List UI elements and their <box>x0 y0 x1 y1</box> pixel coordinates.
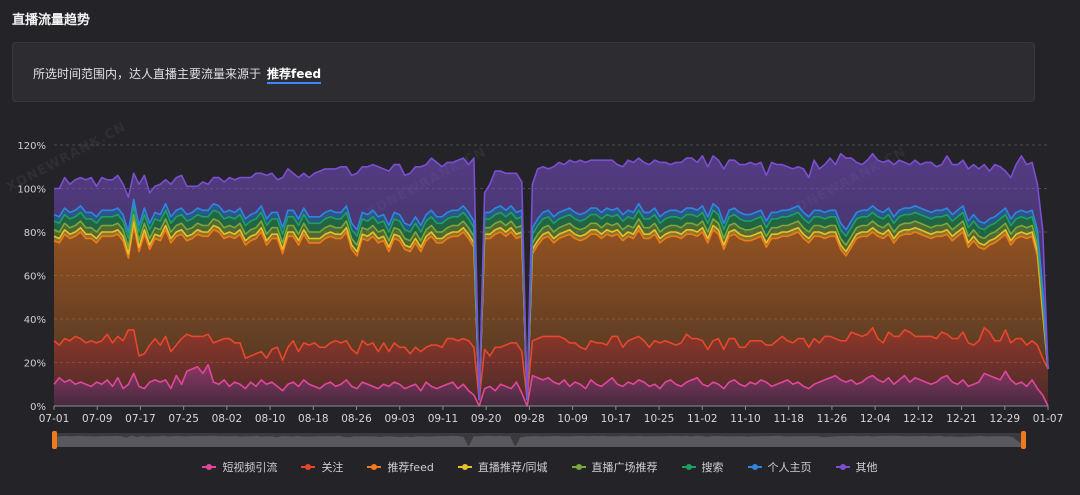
summary-label: 所选时间范围内，达人直播主要流量来源于 <box>33 67 262 81</box>
x-tick-label: 09-28 <box>514 413 545 425</box>
series-lines <box>53 152 1049 407</box>
x-tick-label: 07-09 <box>82 413 113 425</box>
y-tick-label: 0% <box>30 402 46 413</box>
x-tick-label: 09-20 <box>471 413 502 425</box>
x-tick-label: 07-01 <box>39 413 70 425</box>
zoom-slider[interactable] <box>52 431 1026 449</box>
x-tick-label: 09-03 <box>384 413 415 425</box>
legend-label: 直播推荐/同城 <box>477 461 548 474</box>
legend-label: 搜索 <box>701 461 724 474</box>
y-tick-label: 80% <box>24 228 46 239</box>
legend-item[interactable]: 短视频引流 <box>202 458 277 476</box>
traffic-trend-chart: 0%20%40%60%80%100%120% 07-01 07-09 07-17 07… <box>17 141 1064 449</box>
series-areas <box>54 153 1048 406</box>
x-tick-label: 10-17 <box>601 413 632 425</box>
x-tick-label: 07-17 <box>125 413 156 425</box>
legend-swatch <box>457 464 472 470</box>
x-tick-label: 11-18 <box>773 413 804 425</box>
x-tick-label: 12-21 <box>946 413 977 425</box>
series-area-2 <box>54 225 1048 400</box>
y-tick-label: 120% <box>17 141 46 152</box>
legend-label: 个人主页 <box>767 461 812 474</box>
legend-swatch <box>202 464 217 470</box>
series-area-7 <box>54 153 1048 400</box>
series-line-0 <box>53 363 1049 407</box>
y-tick-label: 40% <box>24 315 46 326</box>
legend-swatch <box>367 464 382 470</box>
legend-swatch <box>571 464 586 470</box>
y-tick-label: 100% <box>17 185 46 196</box>
x-tick-label: 12-29 <box>990 413 1021 425</box>
legend: 短视频引流 关注 推荐feed 直播推荐/同城 直播广场推荐 搜索 个人主页 其他 <box>0 458 1080 476</box>
x-tick-label: 10-25 <box>644 413 675 425</box>
x-tick-label: 12-04 <box>860 413 891 425</box>
y-tick-label: 20% <box>24 359 46 370</box>
zoom-preview <box>54 435 1023 447</box>
series-line-1 <box>53 326 1049 401</box>
legend-label: 关注 <box>321 461 344 474</box>
x-tick-label: 08-02 <box>212 413 243 425</box>
series-line-5 <box>53 205 1049 401</box>
x-tick-label: 01-07 <box>1033 413 1064 425</box>
zoom-handle-left[interactable] <box>52 431 57 449</box>
legend-item[interactable]: 推荐feed <box>367 458 434 476</box>
section-title: 直播流量趋势 <box>12 13 91 28</box>
legend-label: 推荐feed <box>387 461 434 474</box>
series-area-4 <box>54 214 1048 400</box>
series-line-7 <box>54 152 1049 401</box>
series-line-4 <box>53 213 1049 401</box>
summary-panel: 所选时间范围内，达人直播主要流量来源于 推荐feed <box>12 42 1035 102</box>
legend-swatch <box>301 464 316 470</box>
legend-item[interactable]: 个人主页 <box>747 458 812 476</box>
series-area-0 <box>54 364 1048 406</box>
x-tick-label: 07-25 <box>168 413 199 425</box>
legend-swatch <box>681 464 696 470</box>
series-line-6 <box>53 198 1049 401</box>
x-tick-label: 08-26 <box>341 413 372 425</box>
series-line-2 <box>53 224 1049 401</box>
legend-label: 其他 <box>855 461 878 474</box>
legend-label: 直播广场推荐 <box>591 461 658 474</box>
x-tick-label: 09-11 <box>428 413 459 425</box>
y-tick-label: 60% <box>24 272 46 283</box>
series-area-1 <box>54 327 1048 406</box>
legend-swatch <box>747 464 762 470</box>
legend-item[interactable]: 搜索 <box>681 458 724 476</box>
legend-swatch <box>835 464 850 470</box>
legend-item[interactable]: 直播广场推荐 <box>571 458 658 476</box>
x-tick-label: 08-10 <box>255 413 286 425</box>
summary-text: 所选时间范围内，达人直播主要流量来源于 推荐feed <box>33 65 322 84</box>
x-tick-label: 11-10 <box>730 413 761 425</box>
x-axis: 07-01 07-09 07-17 07-25 08-02 08-10 08-18 08-26… <box>39 405 1064 425</box>
series-line-3 <box>53 220 1049 401</box>
x-tick-label: 11-02 <box>687 413 718 425</box>
x-tick-label: 11-26 <box>817 413 848 425</box>
legend-item[interactable]: 直播推荐/同城 <box>457 458 548 476</box>
legend-item[interactable]: 关注 <box>301 458 343 476</box>
x-tick-label: 10-09 <box>557 413 588 425</box>
summary-highlight-link[interactable]: 推荐feed <box>267 67 322 84</box>
legend-item[interactable]: 其他 <box>835 458 878 476</box>
x-tick-label: 08-18 <box>298 413 329 425</box>
series-area-6 <box>54 199 1048 400</box>
x-tick-label: 12-12 <box>903 413 934 425</box>
y-axis: 0% 20% 40% 60% 80% 100% 120% <box>17 141 46 413</box>
zoom-handle-right[interactable] <box>1021 431 1026 449</box>
legend-label: 短视频引流 <box>222 461 278 474</box>
